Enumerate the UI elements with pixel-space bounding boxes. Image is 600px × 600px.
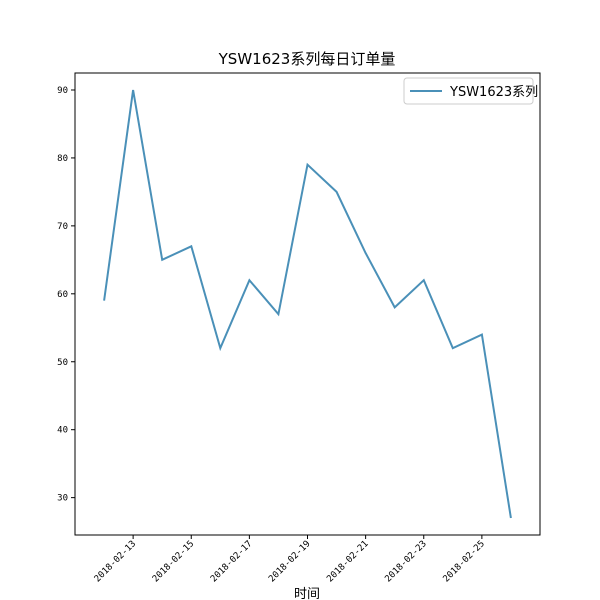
x-axis-label: 时间 xyxy=(294,587,320,600)
x-tick-label: 2018-02-21 xyxy=(325,539,370,584)
x-tick-label: 2018-02-13 xyxy=(93,539,138,584)
y-tick-label: 90 xyxy=(57,86,68,96)
chart-title: YSW1623系列每日订单量 xyxy=(218,50,396,68)
y-tick-label: 30 xyxy=(57,494,68,504)
y-axis: 30 40 50 60 70 80 90 xyxy=(57,86,75,504)
x-axis: 2018-02-13 2018-02-15 2018-02-17 2018-02-19… xyxy=(93,535,487,584)
legend-label: YSW1623系列 xyxy=(449,85,538,100)
y-tick-label: 80 xyxy=(57,154,68,164)
y-tick-label: 50 xyxy=(57,358,68,368)
x-tick-label: 2018-02-19 xyxy=(267,539,312,584)
x-tick-label: 2018-02-15 xyxy=(151,539,196,584)
y-tick-label: 60 xyxy=(57,290,68,300)
plot-frame xyxy=(74,72,541,536)
y-tick-label: 40 xyxy=(57,426,68,436)
legend: YSW1623系列 xyxy=(403,77,538,105)
x-tick-label: 2018-02-25 xyxy=(442,539,487,584)
x-tick-label: 2018-02-23 xyxy=(383,539,428,584)
series-line xyxy=(103,89,512,519)
legend-box xyxy=(403,77,534,105)
y-tick-label: 70 xyxy=(57,222,68,232)
x-tick-label: 2018-02-17 xyxy=(209,539,254,584)
